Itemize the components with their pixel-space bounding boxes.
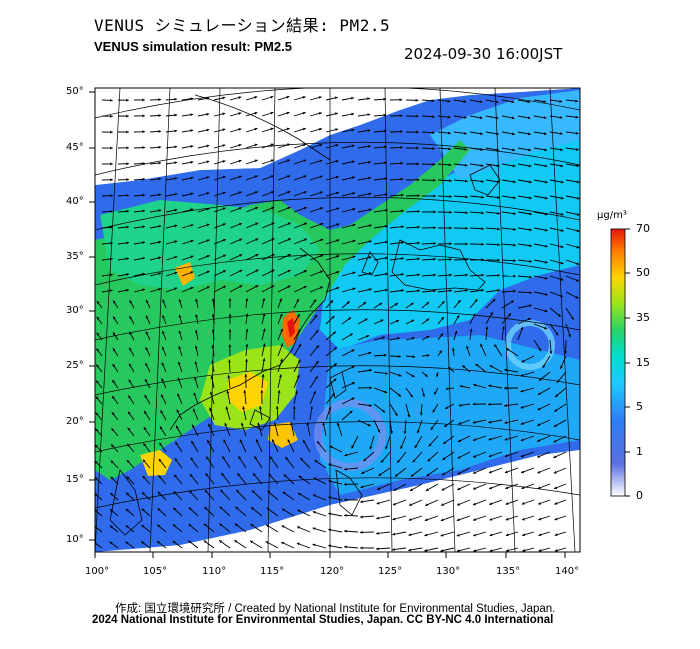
lat-label: 20° xyxy=(66,416,84,427)
lon-label: 140° xyxy=(555,566,580,577)
lon-label: 110° xyxy=(202,566,227,577)
coastlines xyxy=(109,94,501,536)
typhoon-swirl xyxy=(314,399,386,471)
colorbar-tick-label: 0 xyxy=(636,489,643,502)
colorbar-tick-label: 35 xyxy=(636,311,650,324)
colorbar-tick-label: 15 xyxy=(636,356,650,369)
pm-field-yellow-3 xyxy=(268,422,298,448)
pm-field-cyan-east xyxy=(320,115,580,350)
lon-label: 130° xyxy=(436,566,461,577)
colorbar-tick-label: 1 xyxy=(636,445,643,458)
pm-field-yellow-1 xyxy=(228,372,268,412)
pm-field-green-inner xyxy=(100,200,320,290)
forecast-timestamp: 2024-09-30 16:00JST xyxy=(404,45,563,63)
lon-label: 100° xyxy=(85,566,110,577)
plot-frame xyxy=(94,87,581,553)
colorbar-tick-label: 70 xyxy=(636,222,650,235)
colorbar-tick-label: 50 xyxy=(636,266,650,279)
colorbar xyxy=(610,228,626,497)
lat-label: 15° xyxy=(66,474,84,485)
no-data-northwest xyxy=(95,88,580,185)
eastern-swirl xyxy=(505,320,555,370)
lat-label: 45° xyxy=(66,142,84,153)
lon-label: 125° xyxy=(378,566,403,577)
pm-field-lightcyan-north xyxy=(430,90,580,180)
concentration-field xyxy=(95,88,580,552)
lat-label: 35° xyxy=(66,251,84,262)
no-data-south xyxy=(330,450,580,552)
lat-label: 40° xyxy=(66,196,84,207)
colorbar-unit: μg/m³ xyxy=(597,210,627,221)
lon-label: 115° xyxy=(260,566,285,577)
lon-label: 120° xyxy=(320,566,345,577)
title-english: VENUS simulation result: PM2.5 xyxy=(94,39,292,54)
credit-line-2: 2024 National Institute for Environmenta… xyxy=(92,614,554,626)
pm-field-yellow-2 xyxy=(140,450,172,476)
lat-label: 10° xyxy=(66,534,84,545)
credit-line-1: 作成: 国立環境研究所 / Created by National Instit… xyxy=(115,603,556,615)
lat-label: 30° xyxy=(66,305,84,316)
lat-label: 50° xyxy=(66,86,84,97)
lon-label: 135° xyxy=(496,566,521,577)
axis-ticks xyxy=(89,91,566,558)
pm-field-red-hotspot xyxy=(287,318,295,338)
wind-vectors xyxy=(95,95,580,552)
lon-label: 105° xyxy=(143,566,168,577)
lat-label: 25° xyxy=(66,360,84,371)
title-japanese: VENUS シミュレーション結果: PM2.5 xyxy=(94,16,391,35)
colorbar-tick-label: 5 xyxy=(636,400,643,413)
